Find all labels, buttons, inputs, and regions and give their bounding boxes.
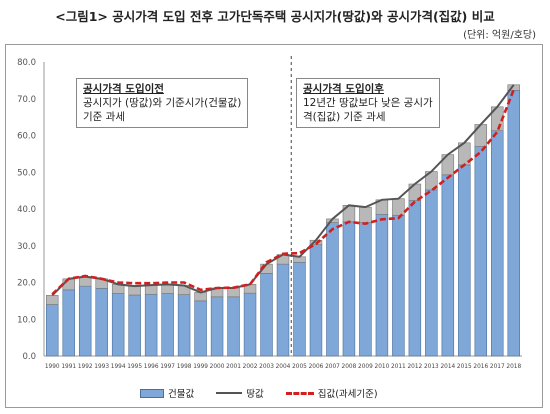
x-tick-label: 2007	[325, 364, 340, 370]
bar-building-base	[177, 294, 191, 357]
bar-building-base	[359, 222, 372, 357]
y-tick-label: 20.0	[17, 279, 36, 289]
y-tick-label: 10.0	[17, 315, 36, 325]
bar-building-base	[293, 261, 306, 357]
x-tick-label: 2010	[375, 364, 390, 370]
bar-building-base	[491, 130, 504, 357]
annotation-before: 공시가격 도입이전 공시지가 (땅값)와 기준시가(건물값) 기준 과세	[76, 78, 249, 128]
x-tick-label: 1991	[61, 364, 76, 370]
annotation-before-line-2: 기준 과세	[83, 111, 125, 123]
x-tick-label: 1995	[127, 364, 142, 370]
bar-building-value	[359, 206, 372, 223]
bar-building-base	[375, 214, 389, 357]
bar-building-base	[392, 214, 405, 357]
bar-building-base	[194, 300, 207, 357]
annotation-before-line-1: 공시지가 (땅값)와 기준시가(건물값)	[83, 97, 242, 109]
bar-building-base	[111, 293, 125, 357]
legend-label-building: 건물값	[168, 389, 195, 400]
legend-label-land: 땅값	[246, 389, 264, 400]
chart-frame	[5, 44, 543, 408]
bar-building-base	[408, 200, 422, 357]
bar-building-base	[309, 244, 323, 357]
x-tick-label: 2017	[490, 364, 505, 370]
bar-building-base	[342, 221, 356, 357]
bar-building-base	[46, 304, 59, 357]
legend-item-house: 집값(과세기준)	[285, 386, 378, 400]
x-tick-label: 1997	[160, 364, 175, 370]
bar-building-base	[210, 296, 224, 357]
x-tick-label: 2001	[226, 364, 241, 370]
x-tick-label: 2018	[506, 364, 521, 370]
x-tick-label: 2000	[210, 364, 225, 370]
bar-building-base	[144, 293, 158, 357]
annotation-before-heading: 공시가격 도입이전	[83, 83, 164, 95]
legend-swatch-building	[140, 388, 164, 398]
x-tick-label: 2009	[358, 364, 373, 370]
bar-building-value	[161, 284, 174, 294]
bar-building-base	[227, 296, 240, 357]
bar-building-value	[194, 292, 207, 302]
bar-building-value	[227, 287, 240, 298]
bar-building-value	[144, 284, 158, 295]
legend-swatch-house	[285, 391, 314, 395]
bar-building-value	[392, 198, 405, 216]
y-tick-label: 30.0	[17, 242, 36, 252]
series-line-house	[51, 89, 515, 296]
legend-swatch-land	[216, 392, 243, 394]
x-tick-label: 1990	[45, 364, 60, 370]
bar-building-base	[95, 288, 108, 357]
annotation-after: 공시가격 도입이후 12년간 땅값보다 낮은 공시가 격(집값) 기준 과세	[296, 78, 440, 128]
x-tick-label: 2008	[342, 364, 357, 370]
bar-building-base	[507, 89, 520, 357]
bar-building-base	[260, 273, 273, 357]
x-tick-label: 2002	[243, 364, 258, 370]
x-tick-label: 2013	[424, 364, 439, 370]
x-tick-label: 1999	[193, 364, 208, 370]
legend-item-land: 땅값	[216, 386, 264, 400]
y-tick-label: 40.0	[17, 205, 36, 215]
legend: 건물값 땅값 집값(과세기준)	[140, 386, 400, 400]
x-tick-label: 2015	[457, 364, 472, 370]
bar-building-base	[425, 189, 438, 357]
x-tick-label: 1994	[111, 364, 126, 370]
bar-building-base	[78, 285, 92, 357]
x-tick-label: 2004	[276, 364, 291, 370]
bar-building-base	[161, 293, 174, 357]
annotation-after-line-2: 격(집값) 기준 과세	[303, 111, 386, 123]
bar-building-base	[128, 294, 141, 357]
x-tick-label: 2012	[407, 364, 422, 370]
y-tick-label: 50.0	[17, 168, 36, 178]
y-tick-label: 80.0	[17, 58, 36, 68]
x-tick-label: 1993	[94, 364, 109, 370]
bar-building-value	[46, 295, 59, 305]
x-tick-label: 1998	[177, 364, 192, 370]
x-tick-label: 1992	[78, 364, 93, 370]
annotation-after-line-1: 12년간 땅값보다 낮은 공시가	[303, 97, 433, 109]
x-tick-label: 2006	[309, 364, 324, 370]
y-tick-label: 60.0	[17, 132, 36, 142]
legend-label-house: 집값(과세기준)	[317, 389, 378, 400]
y-tick-label: 70.0	[17, 95, 36, 105]
bar-building-base	[326, 222, 339, 357]
legend-item-building: 건물값	[140, 386, 194, 400]
bar-building-base	[441, 174, 455, 357]
x-tick-label: 2014	[440, 364, 455, 370]
bar-building-base	[62, 289, 75, 357]
y-tick-label: 0.0	[22, 352, 36, 362]
unit-label: (단위: 억원/호당)	[463, 30, 536, 41]
bar-building-value	[128, 285, 141, 296]
bar-building-base	[474, 146, 488, 357]
annotation-after-heading: 공시가격 도입이후	[303, 83, 384, 95]
chart-title: <그림1> 공시가격 도입 전후 고가단독주택 공시지가(땅값)와 공시가격(집…	[55, 9, 495, 24]
x-tick-label: 2003	[259, 364, 274, 370]
x-tick-label: 1996	[144, 364, 159, 370]
bar-building-base	[243, 292, 257, 357]
x-tick-label: 2016	[473, 364, 488, 370]
x-tick-label: 2005	[292, 364, 307, 370]
bar-building-base	[276, 263, 290, 357]
bar-building-base	[458, 164, 471, 357]
x-tick-label: 2011	[391, 364, 406, 370]
